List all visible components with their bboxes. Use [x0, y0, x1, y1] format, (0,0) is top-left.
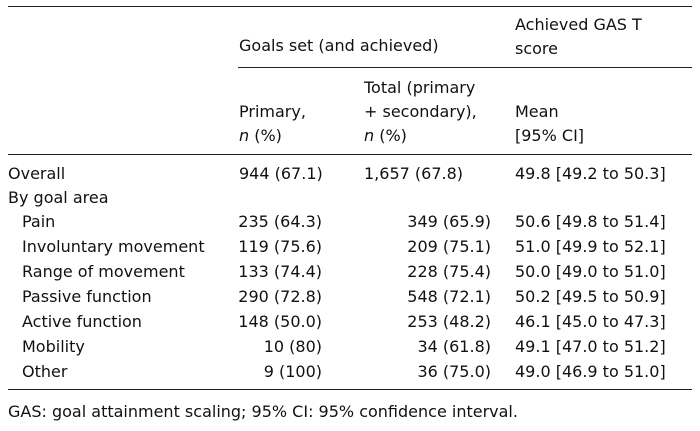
header-total-n: n	[364, 126, 375, 145]
row-mean: 50.2 [49.5 to 50.9]	[515, 287, 666, 306]
row-mean: 50.6 [49.8 to 51.4]	[515, 212, 666, 231]
header-mean-line1: Mean	[515, 102, 559, 121]
row-primary: 133 (74.4)	[238, 262, 322, 281]
row-total: 548 (72.1)	[407, 287, 491, 306]
row-mean: 49.0 [46.9 to 51.0]	[515, 362, 666, 381]
row-primary: 10 (80)	[263, 337, 322, 356]
row-label: Active function	[22, 312, 142, 331]
row-label: Pain	[22, 212, 56, 231]
row-total: 253 (48.2)	[407, 312, 491, 331]
row-primary: 944 (67.1)	[239, 164, 323, 183]
row-total: 209 (75.1)	[407, 237, 491, 256]
row-label: Passive function	[22, 287, 152, 306]
row-label: Mobility	[22, 337, 85, 356]
header-achieved-line2: score	[515, 39, 558, 58]
header-primary-n: n	[239, 126, 250, 145]
row-mean: 49.1 [47.0 to 51.2]	[515, 337, 666, 356]
header-group-rule	[238, 67, 692, 68]
row-primary: 290 (72.8)	[238, 287, 322, 306]
row-mean: 51.0 [49.9 to 52.1]	[515, 237, 666, 256]
row-label: Overall	[8, 164, 66, 183]
row-total: 228 (75.4)	[407, 262, 491, 281]
header-achieved-line1: Achieved GAS T	[515, 15, 642, 34]
row-primary: 235 (64.3)	[238, 212, 322, 231]
header-bottom-rule	[8, 154, 692, 155]
header-primary-line2: n (%)	[239, 124, 282, 148]
header-total-line2: + secondary),	[364, 102, 477, 121]
header-primary-pct: (%)	[249, 126, 282, 145]
row-total: 34 (61.8)	[417, 337, 491, 356]
row-mean: 50.0 [49.0 to 51.0]	[515, 262, 666, 281]
section-label-by-goal-area: By goal area	[8, 188, 109, 207]
row-total: 36 (75.0)	[417, 362, 491, 381]
header-goals-set: Goals set (and achieved)	[239, 36, 439, 55]
row-label: Involuntary movement	[22, 237, 205, 256]
header-mean-line2: [95% CI]	[515, 126, 585, 145]
row-label: Other	[22, 362, 68, 381]
table-footnote: GAS: goal attainment scaling; 95% CI: 95…	[8, 402, 518, 421]
row-total: 349 (65.9)	[407, 212, 491, 231]
row-primary: 9 (100)	[263, 362, 322, 381]
row-mean: 49.8 [49.2 to 50.3]	[515, 164, 666, 183]
header-primary-line1: Primary,	[239, 102, 306, 121]
header-total-line3: n (%)	[364, 124, 407, 148]
row-total: 1,657 (67.8)	[364, 164, 463, 183]
row-primary: 119 (75.6)	[238, 237, 322, 256]
row-primary: 148 (50.0)	[238, 312, 322, 331]
row-mean: 46.1 [45.0 to 47.3]	[515, 312, 666, 331]
table-top-rule	[8, 6, 692, 7]
header-total-pct: (%)	[374, 126, 407, 145]
table-bottom-rule	[8, 389, 692, 390]
row-label: Range of movement	[22, 262, 185, 281]
header-total-line1: Total (primary	[364, 78, 476, 97]
